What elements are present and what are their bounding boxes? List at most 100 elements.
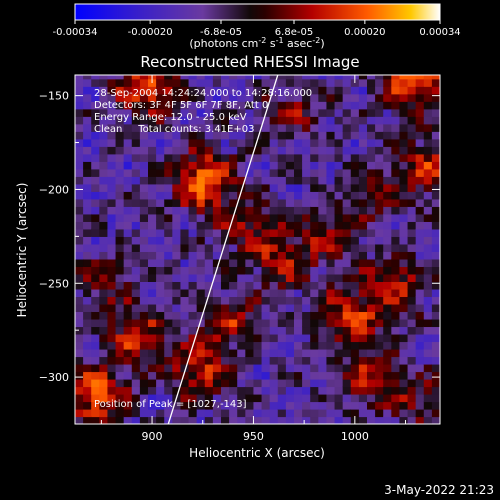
heatmap-cell xyxy=(326,296,336,305)
heatmap-cell xyxy=(415,123,425,132)
heatmap-cell xyxy=(383,123,392,132)
heatmap-cell xyxy=(302,393,311,403)
heatmap-cell xyxy=(285,183,295,192)
heatmap-cell xyxy=(107,75,117,80)
heatmap-cell xyxy=(334,183,344,192)
heatmap-cell xyxy=(172,168,182,177)
heatmap-cell xyxy=(115,273,125,282)
heatmap-cell xyxy=(172,378,182,388)
heatmap-cell xyxy=(83,116,92,125)
heatmap-cell xyxy=(131,273,141,282)
heatmap-cell xyxy=(99,206,109,215)
heatmap-cell xyxy=(383,131,392,140)
heatmap-cell xyxy=(407,288,417,298)
heatmap-cell xyxy=(399,131,409,140)
heatmap-cell xyxy=(407,183,417,192)
heatmap-cell xyxy=(115,386,125,395)
heatmap-cell xyxy=(156,363,165,373)
heatmap-cell xyxy=(367,191,376,200)
heatmap-cell xyxy=(188,378,198,388)
heatmap-cell xyxy=(188,183,198,192)
heatmap-cell xyxy=(375,401,384,410)
heatmap-cell xyxy=(261,258,271,267)
heatmap-cell xyxy=(350,101,360,110)
heatmap-cell xyxy=(91,348,100,358)
heatmap-cell xyxy=(310,303,319,313)
heatmap-cell xyxy=(245,123,255,132)
heatmap-cell xyxy=(75,303,84,313)
heatmap-cell xyxy=(423,266,433,275)
heatmap-cell xyxy=(83,303,92,313)
heatmap-cell xyxy=(237,326,246,335)
heatmap-cell xyxy=(431,281,440,290)
heatmap-cell xyxy=(407,213,417,222)
heatmap-cell xyxy=(172,78,182,87)
heatmap-cell xyxy=(164,326,173,335)
heatmap-cell xyxy=(431,198,440,207)
heatmap-cell xyxy=(204,393,214,403)
heatmap-cell xyxy=(391,408,401,418)
heatmap-cell xyxy=(261,273,271,282)
heatmap-cell xyxy=(358,138,368,147)
heatmap-cell xyxy=(221,176,230,185)
heatmap-cell xyxy=(188,206,198,215)
heatmap-cell xyxy=(212,213,222,222)
heatmap-cell xyxy=(277,371,287,380)
heatmap-cell xyxy=(294,401,303,410)
heatmap-cell xyxy=(342,213,352,222)
heatmap-cell xyxy=(415,191,425,200)
heatmap-cell xyxy=(294,191,303,200)
heatmap-cell xyxy=(237,213,246,222)
heatmap-cell xyxy=(391,138,401,147)
heatmap-cell xyxy=(407,266,417,275)
heatmap-cell xyxy=(326,206,336,215)
heatmap-cell xyxy=(358,243,368,252)
heatmap-cell xyxy=(277,75,287,80)
heatmap-cell xyxy=(407,356,417,365)
heatmap-cell xyxy=(431,153,440,162)
heatmap-cell xyxy=(131,131,141,140)
heatmap-cell xyxy=(367,116,376,125)
heatmap-cell xyxy=(269,348,279,358)
heatmap-cell xyxy=(229,371,238,380)
heatmap-cell xyxy=(115,393,125,403)
heatmap-cell xyxy=(253,191,263,200)
heatmap-cell xyxy=(342,341,352,350)
heatmap-cell xyxy=(383,266,392,275)
heatmap-cell xyxy=(212,371,222,380)
heatmap-cell xyxy=(294,416,303,424)
heatmap-cell xyxy=(83,78,92,87)
heatmap-cell xyxy=(391,206,401,215)
heatmap-cell xyxy=(180,86,190,95)
heatmap-cell xyxy=(99,101,109,110)
heatmap-cell xyxy=(148,198,157,207)
heatmap-cell xyxy=(204,176,214,185)
heatmap-cell xyxy=(302,258,311,267)
heatmap-cell xyxy=(423,221,433,230)
heatmap-cell xyxy=(277,78,287,87)
heatmap-cell xyxy=(83,146,92,155)
heatmap-cell xyxy=(269,258,279,267)
heatmap-cell xyxy=(115,236,125,245)
heatmap-cell xyxy=(334,333,344,343)
heatmap-cell xyxy=(326,78,336,87)
heatmap-cell xyxy=(302,161,311,170)
heatmap-cell xyxy=(99,228,109,237)
solar-limb-line xyxy=(167,75,279,424)
heatmap-cell xyxy=(221,273,230,282)
heatmap-cell xyxy=(212,206,222,215)
heatmap-cell xyxy=(221,206,230,215)
heatmap-cell xyxy=(342,296,352,305)
heatmap-cell xyxy=(423,86,433,95)
heatmap-cell xyxy=(302,416,311,424)
heatmap-cell xyxy=(196,303,206,313)
heatmap-cell xyxy=(188,138,198,147)
heatmap-cell xyxy=(431,348,440,358)
heatmap-cell xyxy=(431,221,440,230)
heatmap-cell xyxy=(269,131,279,140)
heatmap-cell xyxy=(229,108,238,117)
heatmap-cell xyxy=(342,138,352,147)
heatmap-cell xyxy=(423,288,433,298)
heatmap-cell xyxy=(253,408,263,418)
heatmap-cell xyxy=(164,228,173,237)
